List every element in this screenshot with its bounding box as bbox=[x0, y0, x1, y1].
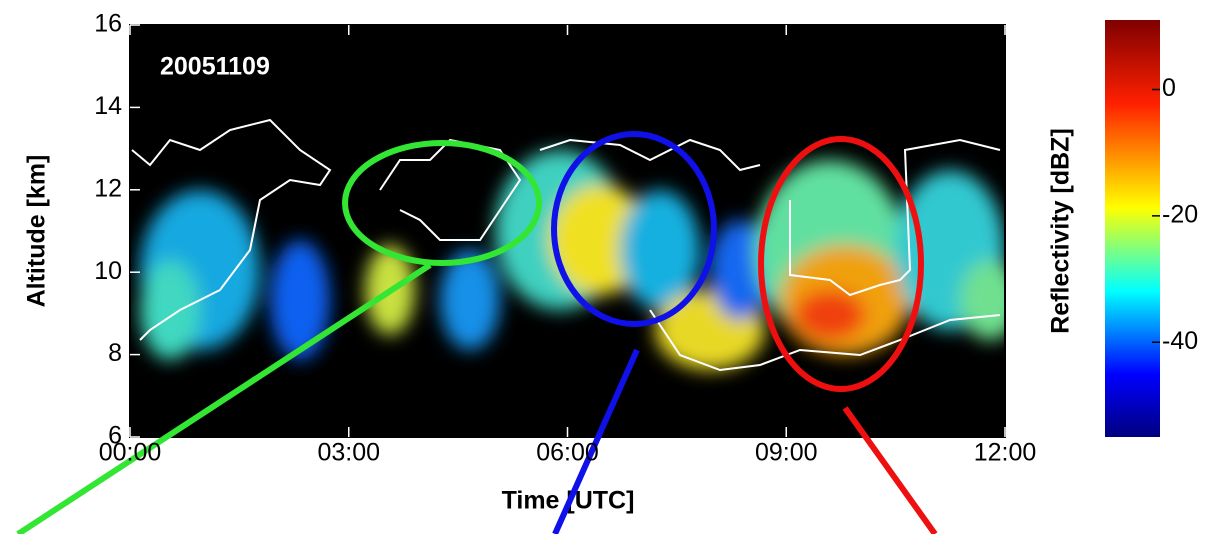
colorbar bbox=[1105, 20, 1160, 437]
pointer-line bbox=[16, 262, 432, 534]
x-tick-label: 06:00 bbox=[536, 439, 599, 467]
pointer-line bbox=[552, 348, 640, 534]
pointer-line bbox=[842, 406, 938, 534]
y-axis-label: Altitude [km] bbox=[23, 155, 51, 308]
y-tick-label: 8 bbox=[108, 339, 122, 367]
x-tick-label: 12:00 bbox=[974, 439, 1037, 467]
highlight-ellipse bbox=[758, 136, 924, 392]
x-tick-label: 09:00 bbox=[755, 439, 818, 467]
y-tick-label: 14 bbox=[94, 92, 122, 120]
colorbar-tick-label: -20 bbox=[1162, 200, 1198, 228]
colorbar-label: Reflectivity [dBZ] bbox=[1047, 128, 1075, 334]
y-tick-label: 10 bbox=[94, 257, 122, 285]
highlight-ellipse bbox=[551, 131, 717, 327]
annotations bbox=[16, 131, 938, 534]
y-tick-label: 16 bbox=[94, 10, 122, 38]
x-tick-label: 00:00 bbox=[99, 439, 162, 467]
y-tick-label: 12 bbox=[94, 174, 122, 202]
y-tick-label: 6 bbox=[108, 422, 122, 450]
colorbar-tick-label: -40 bbox=[1162, 327, 1198, 355]
highlight-ellipse bbox=[342, 140, 542, 266]
chart-title: 20051109 bbox=[160, 53, 270, 81]
x-tick-label: 03:00 bbox=[317, 439, 380, 467]
reflectivity-field bbox=[131, 118, 1005, 372]
colorbar-tick-label: 0 bbox=[1162, 74, 1176, 102]
